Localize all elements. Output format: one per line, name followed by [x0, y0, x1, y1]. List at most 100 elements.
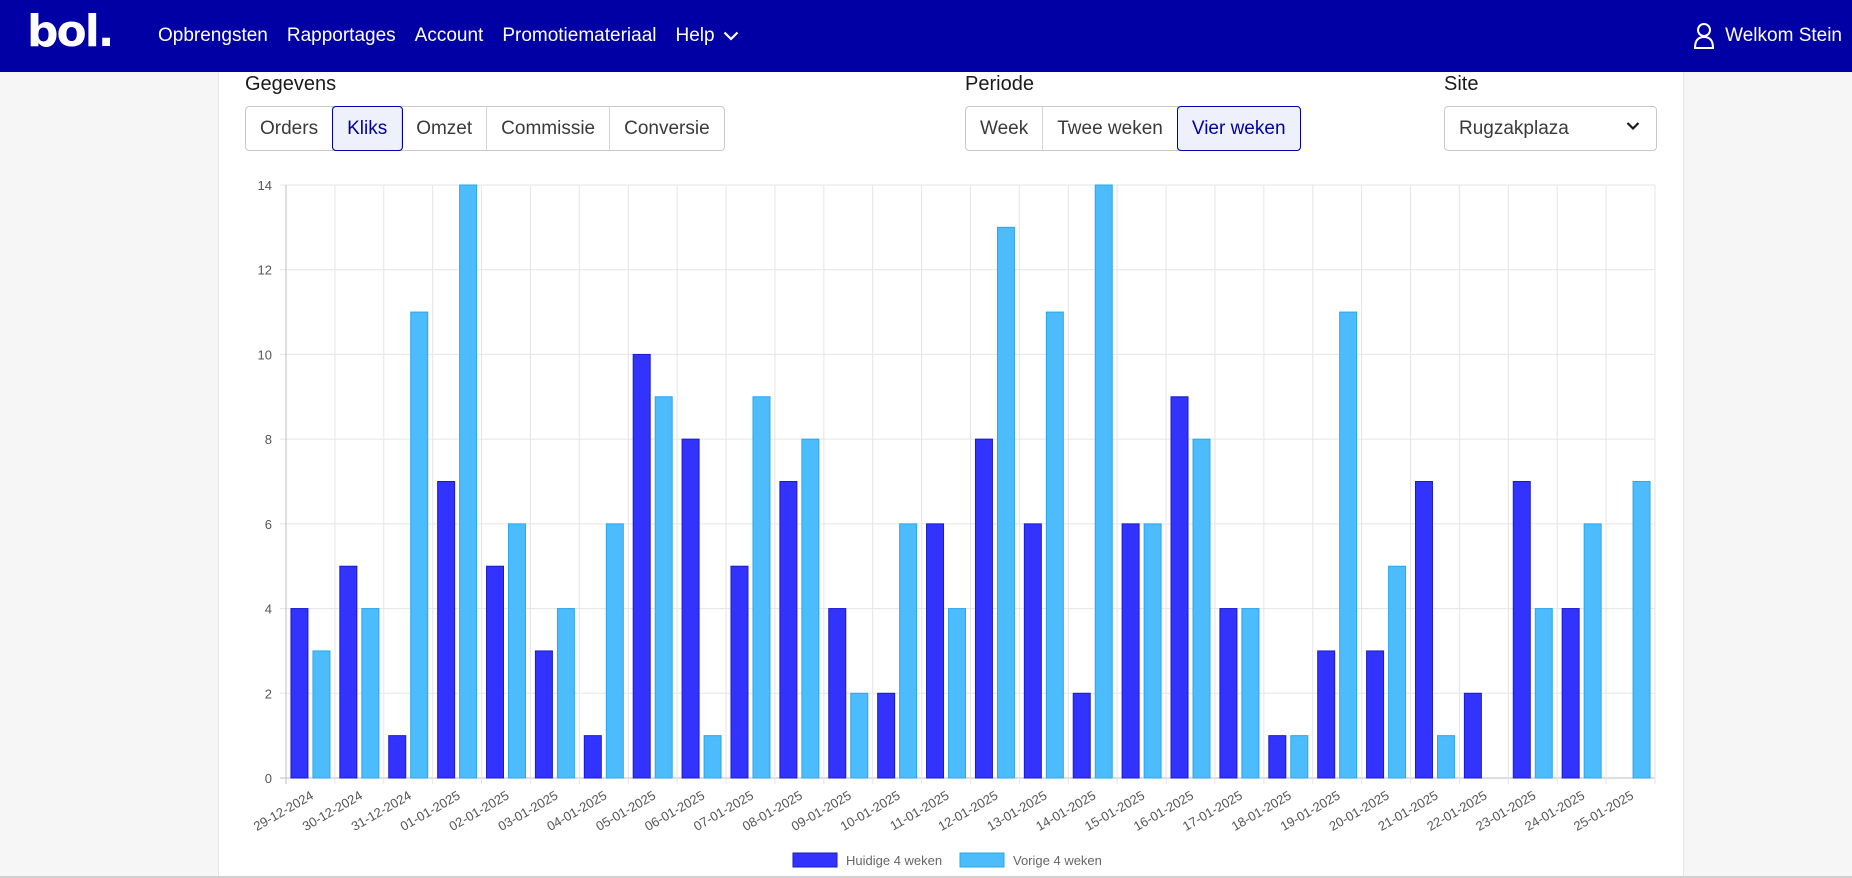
top-navigation-bar: bol. Opbrengsten Rapportages Account Pro…: [0, 0, 1852, 72]
chart-legend: Huidige 4 weken Vorige 4 weken: [792, 852, 1102, 868]
data-label: Gegevens: [245, 73, 337, 95]
user-menu[interactable]: Welkom Stein: [1693, 0, 1842, 72]
bar-vorige-20-01-2025[interactable]: [1388, 565, 1407, 779]
y-axis: 0 2 4 6 8 10 12 14: [258, 178, 272, 786]
legend-swatch: [792, 852, 838, 868]
data-option-commissie[interactable]: Commissie: [487, 107, 611, 150]
bar-vorige-11-01-2025[interactable]: [948, 608, 967, 779]
y-tick-label: 0: [265, 771, 272, 786]
bar-huidige-11-01-2025[interactable]: [926, 523, 945, 779]
period-selector: Week Twee weken Vier weken: [965, 106, 1301, 151]
bar-vorige-05-01-2025[interactable]: [654, 396, 673, 779]
bar-huidige-02-01-2025[interactable]: [486, 565, 505, 779]
bar-huidige-29-12-2024[interactable]: [290, 608, 309, 779]
bar-vorige-07-01-2025[interactable]: [752, 396, 771, 779]
bar-vorige-29-12-2024[interactable]: [312, 650, 331, 779]
bar-huidige-18-01-2025[interactable]: [1268, 735, 1287, 779]
clicks-bar-chart: 0 2 4 6 8 10 12 14 29-12-202430-12-202431-12-20…: [251, 178, 1656, 868]
bar-huidige-10-01-2025[interactable]: [877, 692, 896, 779]
legend-label[interactable]: Vorige 4 weken: [1013, 853, 1102, 868]
bar-huidige-16-01-2025[interactable]: [1170, 396, 1189, 779]
y-tick-label: 10: [258, 347, 272, 362]
nav-help-label: Help: [675, 25, 715, 46]
bar-vorige-10-01-2025[interactable]: [899, 523, 918, 779]
chevron-down-icon: [723, 31, 739, 41]
bar-vorige-09-01-2025[interactable]: [850, 692, 869, 779]
bar-vorige-02-01-2025[interactable]: [508, 523, 527, 779]
bar-vorige-19-01-2025[interactable]: [1339, 311, 1358, 779]
bar-huidige-14-01-2025[interactable]: [1072, 692, 1091, 779]
site-select-value: Rugzakplaza: [1459, 117, 1569, 139]
bar-huidige-06-01-2025[interactable]: [681, 438, 700, 779]
bar-huidige-13-01-2025[interactable]: [1023, 523, 1042, 779]
bar-huidige-24-01-2025[interactable]: [1561, 608, 1580, 779]
bar-vorige-17-01-2025[interactable]: [1241, 608, 1260, 779]
y-tick-label: 8: [265, 432, 272, 447]
data-option-orders[interactable]: Orders: [246, 107, 334, 150]
bar-huidige-23-01-2025[interactable]: [1512, 481, 1531, 779]
bar-huidige-01-01-2025[interactable]: [437, 481, 456, 779]
data-option-omzet[interactable]: Omzet: [402, 107, 488, 150]
data-option-kliks[interactable]: Kliks: [332, 106, 404, 151]
bar-vorige-21-01-2025[interactable]: [1436, 735, 1455, 779]
page-bottom-border: [0, 876, 1852, 878]
nav-promotiemateriaal[interactable]: Promotiemateriaal: [502, 25, 657, 46]
bar-huidige-17-01-2025[interactable]: [1219, 608, 1238, 779]
y-tick-label: 2: [265, 686, 272, 701]
bar-huidige-21-01-2025[interactable]: [1414, 481, 1433, 779]
bar-huidige-09-01-2025[interactable]: [828, 608, 847, 779]
nav-help[interactable]: Help: [675, 25, 738, 47]
nav-opbrengsten[interactable]: Opbrengsten: [158, 25, 268, 46]
x-axis: 29-12-202430-12-202431-12-202401-01-2025…: [251, 788, 1636, 834]
bar-vorige-04-01-2025[interactable]: [605, 523, 624, 779]
bar-vorige-13-01-2025[interactable]: [1045, 311, 1064, 779]
bar-vorige-24-01-2025[interactable]: [1583, 523, 1602, 779]
data-option-conversie[interactable]: Conversie: [624, 117, 710, 139]
site-select[interactable]: Rugzakplaza: [1444, 106, 1657, 151]
period-label: Periode: [965, 73, 1034, 95]
bar-huidige-12-01-2025[interactable]: [974, 438, 993, 779]
bar-huidige-03-01-2025[interactable]: [534, 650, 553, 779]
legend-swatch: [959, 852, 1005, 868]
nav-account[interactable]: Account: [414, 25, 484, 46]
bar-huidige-04-01-2025[interactable]: [583, 735, 602, 779]
bar-vorige-16-01-2025[interactable]: [1192, 438, 1211, 779]
nav-rapportages[interactable]: Rapportages: [286, 25, 396, 46]
period-option-twee-weken[interactable]: Twee weken: [1043, 107, 1178, 150]
legend-label[interactable]: Huidige 4 weken: [846, 853, 942, 868]
y-tick-label: 6: [265, 517, 272, 532]
bol-logo[interactable]: bol.: [27, 6, 115, 57]
chart-grid: [280, 184, 1656, 784]
bar-vorige-12-01-2025[interactable]: [996, 226, 1015, 779]
bar-vorige-31-12-2024[interactable]: [410, 311, 429, 779]
bar-huidige-22-01-2025[interactable]: [1463, 692, 1482, 779]
chart-bars: [290, 184, 1651, 779]
bar-huidige-08-01-2025[interactable]: [779, 481, 798, 779]
bar-vorige-18-01-2025[interactable]: [1290, 735, 1309, 779]
bar-huidige-20-01-2025[interactable]: [1366, 650, 1385, 779]
bar-huidige-31-12-2024[interactable]: [388, 735, 407, 779]
user-greeting: Welkom Stein: [1725, 25, 1842, 46]
y-tick-label: 12: [258, 263, 272, 278]
user-icon: [1693, 22, 1715, 50]
bar-huidige-15-01-2025[interactable]: [1121, 523, 1140, 779]
bar-huidige-05-01-2025[interactable]: [632, 353, 651, 779]
bar-vorige-08-01-2025[interactable]: [801, 438, 820, 779]
period-option-vier-weken[interactable]: Vier weken: [1176, 106, 1301, 151]
site-label: Site: [1444, 73, 1479, 95]
bar-vorige-15-01-2025[interactable]: [1143, 523, 1162, 779]
bar-vorige-23-01-2025[interactable]: [1534, 608, 1553, 779]
bar-vorige-30-12-2024[interactable]: [361, 608, 380, 779]
bar-huidige-30-12-2024[interactable]: [339, 565, 358, 779]
bar-vorige-14-01-2025[interactable]: [1094, 184, 1113, 779]
bar-vorige-25-01-2025[interactable]: [1632, 481, 1651, 779]
chevron-down-icon: [1626, 121, 1640, 131]
main-nav: Opbrengsten Rapportages Account Promotie…: [158, 0, 758, 72]
bar-vorige-06-01-2025[interactable]: [703, 735, 722, 779]
bar-huidige-07-01-2025[interactable]: [730, 565, 749, 779]
bar-vorige-03-01-2025[interactable]: [556, 608, 575, 779]
bar-huidige-19-01-2025[interactable]: [1317, 650, 1336, 779]
y-tick-label: 4: [265, 602, 272, 617]
bar-vorige-01-01-2025[interactable]: [459, 184, 478, 779]
period-option-week[interactable]: Week: [966, 107, 1044, 150]
